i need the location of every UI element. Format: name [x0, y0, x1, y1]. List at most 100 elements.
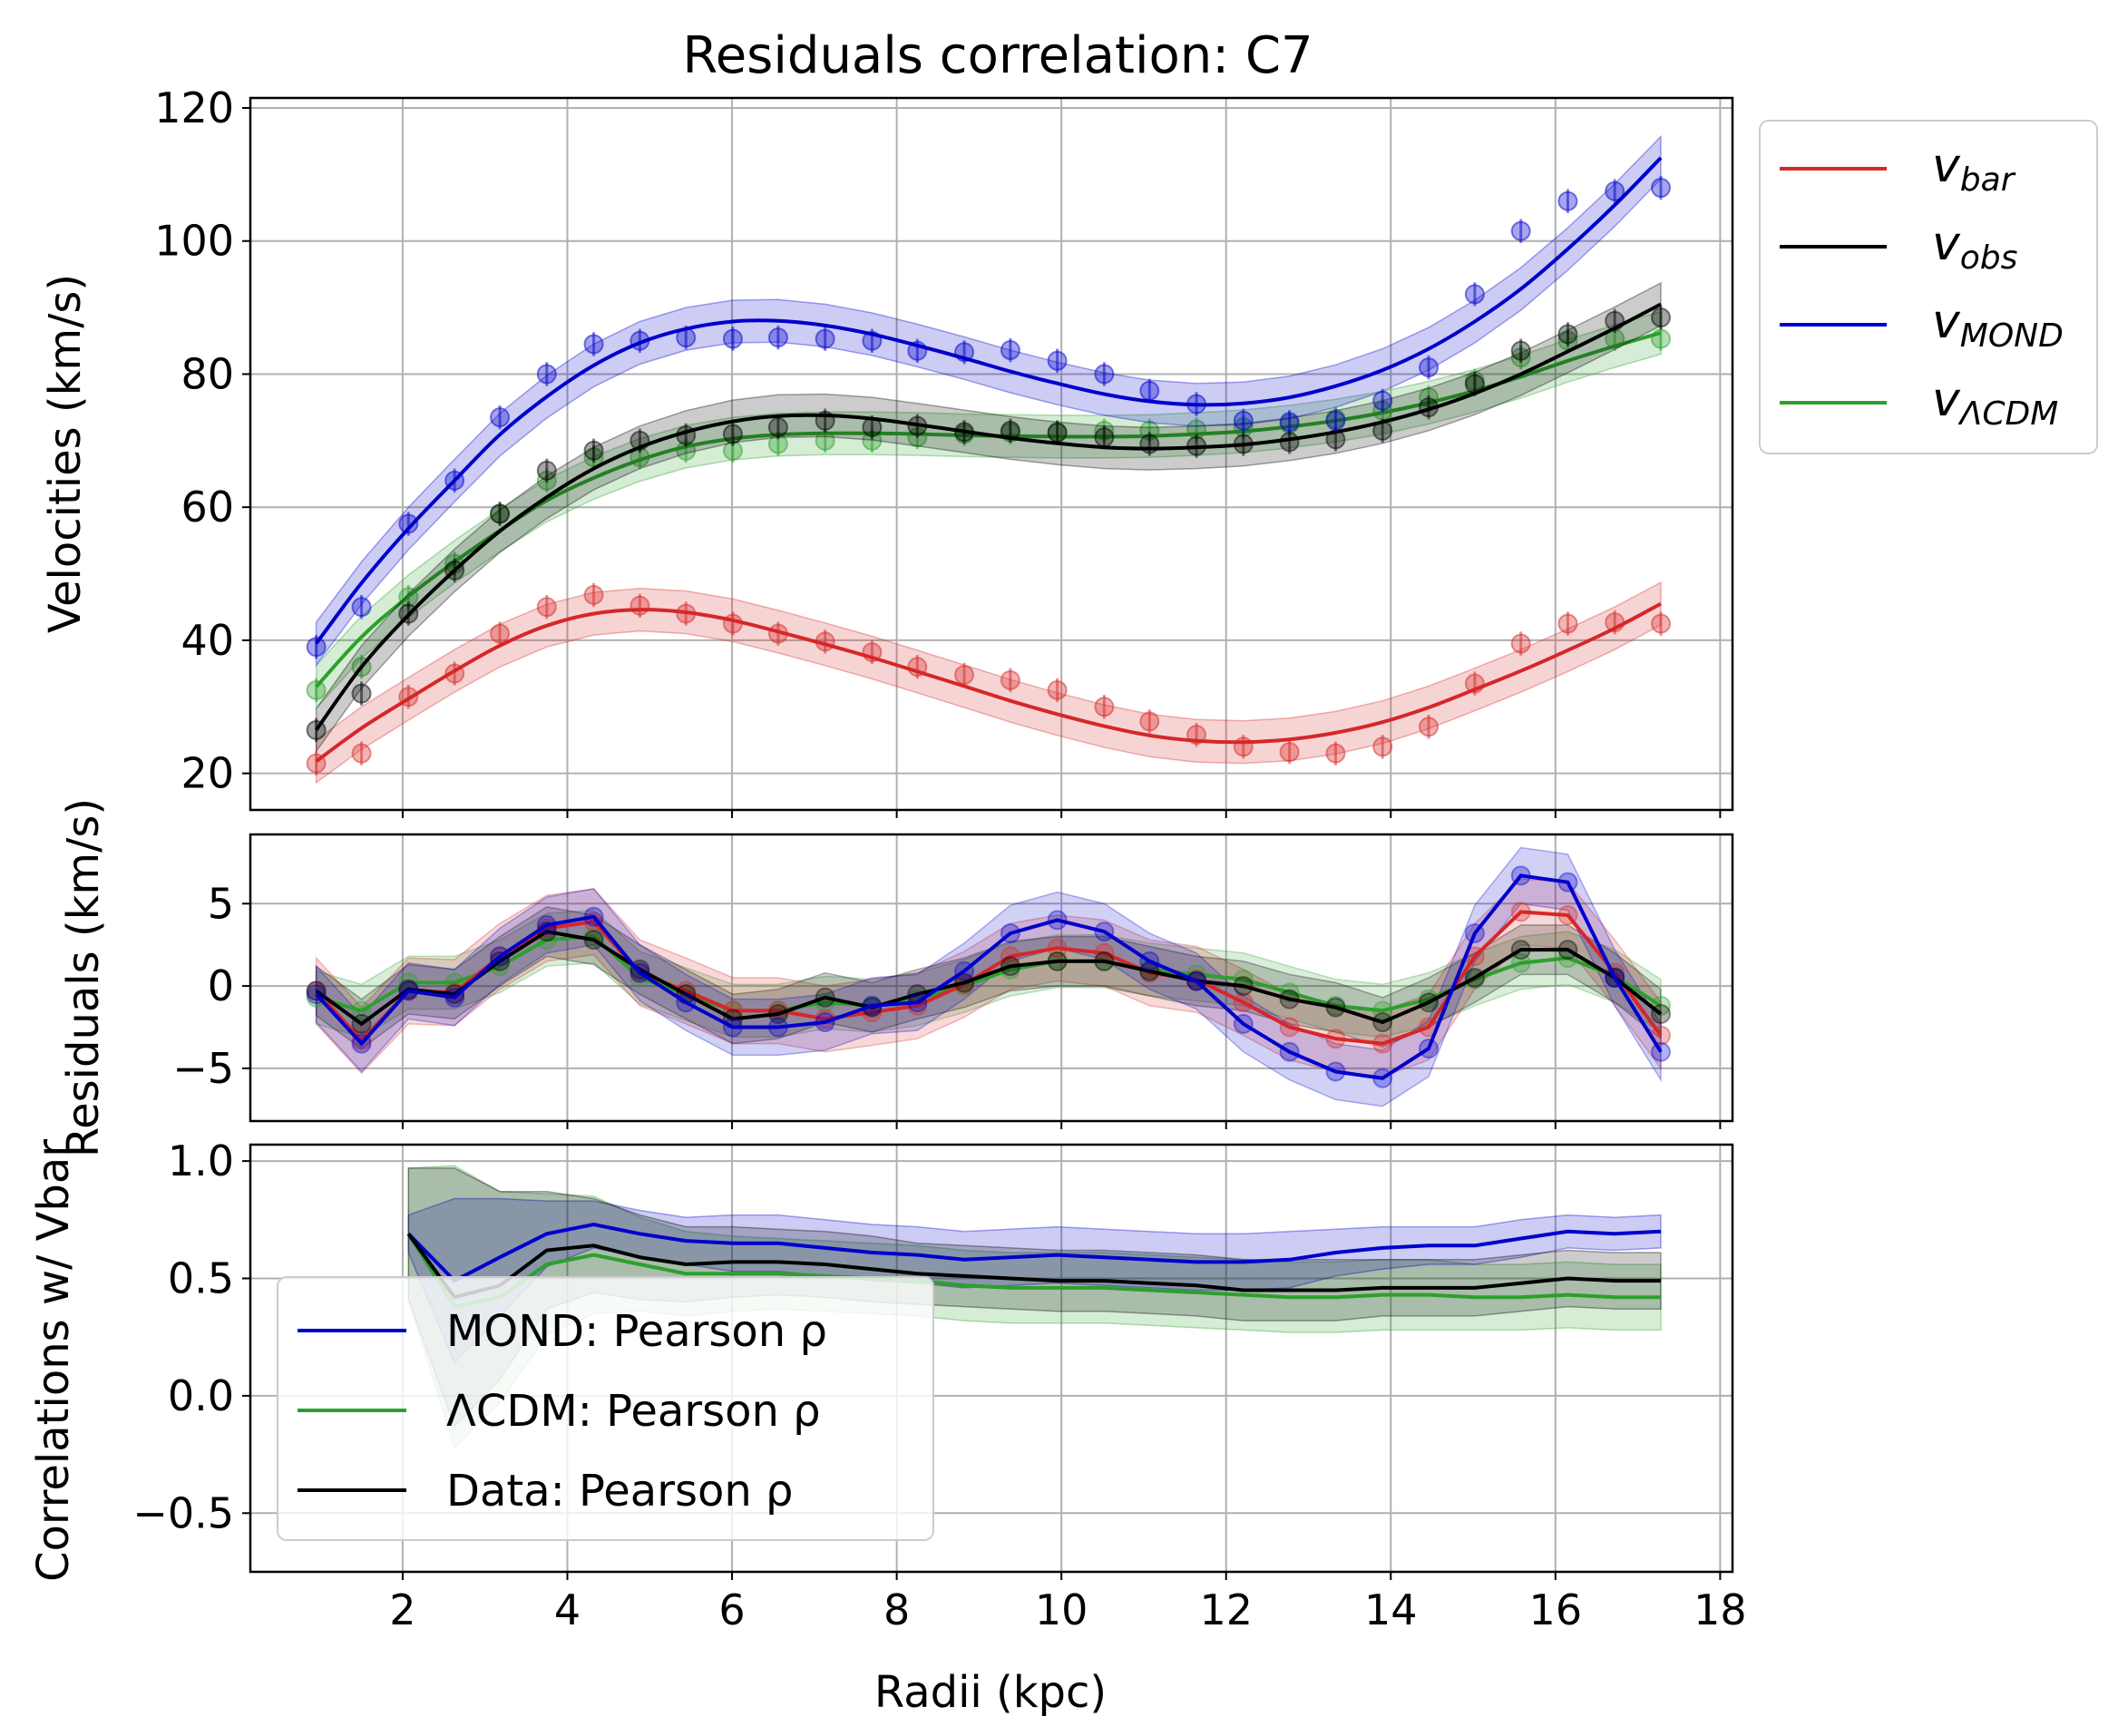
data-point-bar: [536, 597, 557, 618]
data-point-obs: [1233, 434, 1254, 454]
residual-line-bar: [315, 910, 1663, 1046]
data-point-obs: [722, 424, 743, 444]
y-tick-label: 20: [181, 749, 234, 798]
fit-line-mond: [315, 156, 1663, 645]
data-point-mond: [630, 330, 650, 351]
y-axis-label: Correlations w/ Vbar: [28, 1139, 79, 1582]
residual-point-mond: [1094, 922, 1115, 942]
data-point-lcdm: [1651, 328, 1672, 349]
y-tick-label: 80: [181, 349, 234, 398]
data-point-mond: [444, 470, 465, 491]
residual-point-obs: [1233, 976, 1254, 997]
y-axis-label: Residuals (km/s): [58, 798, 109, 1157]
data-point-lcdm: [306, 679, 327, 700]
x-tick-label: 14: [1364, 1585, 1418, 1634]
data-point-mond: [1186, 394, 1207, 414]
y-tick-label: 0.0: [168, 1371, 234, 1420]
data-point-bar: [1419, 717, 1440, 737]
residual-point-mond: [954, 961, 975, 981]
velocities-panel: 20 40 60 80 100 120 Velocities (km/s): [40, 83, 1734, 818]
residual-point-mond: [630, 962, 650, 983]
residual-point-mond: [862, 995, 883, 1016]
y-tick-label: 120: [154, 83, 234, 132]
residual-point-mond: [444, 987, 465, 1008]
data-point-bar: [676, 603, 697, 624]
data-point-mond: [1325, 410, 1346, 431]
residual-point-obs: [306, 980, 327, 1001]
data-point-mond: [1419, 357, 1440, 378]
residual-point-obs: [444, 984, 465, 1005]
y-tick-label: 0.5: [168, 1254, 234, 1303]
data-point-bar: [815, 631, 835, 652]
data-point-obs: [1279, 432, 1300, 453]
data-point-bar: [1464, 673, 1485, 694]
data-point-obs: [398, 603, 419, 624]
data-point-obs: [1047, 423, 1068, 444]
data-point-bar: [1186, 725, 1207, 746]
data-point-bar: [862, 642, 883, 663]
data-point-bar: [1557, 613, 1578, 634]
data-point-obs: [1651, 307, 1672, 328]
correlation-legend-frame: [277, 1276, 934, 1541]
axes-frame: [249, 1143, 1734, 1574]
residual-point-mond: [1557, 872, 1578, 892]
residual-point-mond: [1605, 968, 1625, 988]
data-point-mond: [676, 327, 697, 348]
data-point-mond: [815, 328, 835, 349]
residual-point-obs: [954, 972, 975, 993]
data-point-obs: [1094, 427, 1115, 448]
data-point-mond: [722, 328, 743, 349]
data-point-mond: [954, 342, 975, 363]
residual-point-mond: [1325, 1061, 1346, 1082]
data-point-mond: [1233, 410, 1254, 431]
residual-point-mond: [1651, 1041, 1672, 1062]
residual-point-mond: [351, 1033, 372, 1054]
fit-band-bar: [315, 580, 1662, 785]
residual-point-obs: [1419, 992, 1440, 1013]
data-point-mond: [862, 330, 883, 351]
x-tick-label: 18: [1693, 1585, 1747, 1634]
residual-line-lcdm: [316, 934, 1663, 1013]
x-tick-label: 2: [389, 1585, 415, 1634]
data-point-bar: [583, 585, 604, 606]
legend-label-mond-corr: MOND: Pearson ρ: [446, 1306, 827, 1357]
data-point-mond: [1279, 412, 1300, 433]
data-point-bar: [1047, 679, 1068, 700]
correlation-line-mond: [406, 1222, 1662, 1283]
y-tick-label: 1.0: [168, 1136, 234, 1185]
data-point-bar: [1233, 736, 1254, 757]
residuals-panel: 5 0 −5 Residuals (km/s): [58, 798, 1734, 1157]
residual-point-bar: [1233, 992, 1254, 1013]
data-point-mond: [1000, 340, 1020, 361]
data-point-mond: [1605, 180, 1625, 201]
residual-point-mond: [490, 946, 511, 967]
data-point-mond: [490, 407, 511, 428]
data-point-mond: [907, 340, 928, 361]
residual-point-lcdm: [351, 1000, 372, 1021]
correlation-legend: MOND: Pearson ρ ΛCDM: Pearson ρ Data: Pe…: [277, 1276, 934, 1541]
residual-point-bar: [1279, 1017, 1300, 1038]
data-point-mond: [351, 597, 372, 618]
data-point-bar: [351, 743, 372, 764]
residual-point-mond: [1419, 1039, 1440, 1059]
residual-point-mond: [767, 1017, 788, 1038]
legend-label-bar: vbar: [1932, 139, 2016, 199]
residual-point-obs: [1325, 997, 1346, 1018]
residual-point-mond: [306, 984, 327, 1005]
y-tick-label: −0.5: [132, 1488, 234, 1537]
data-point-mond: [1464, 284, 1485, 305]
y-axis-label: Velocities (km/s): [40, 274, 91, 633]
data-point-mond: [398, 513, 419, 534]
x-axis-label: Radii (kpc): [874, 1667, 1107, 1718]
legend-label-mond: vMOND: [1932, 295, 2064, 355]
data-point-mond: [1047, 350, 1068, 371]
residual-point-obs: [351, 1013, 372, 1034]
data-point-obs: [490, 503, 511, 524]
y-tick-label: 60: [181, 483, 234, 532]
legend-label-lcdm-corr: ΛCDM: Pearson ρ: [446, 1386, 821, 1437]
residual-point-bar: [1325, 1029, 1346, 1049]
data-point-obs: [536, 460, 557, 481]
data-point-obs: [444, 560, 465, 580]
data-point-bar: [1325, 743, 1346, 764]
axes-frame: [249, 833, 1734, 1123]
